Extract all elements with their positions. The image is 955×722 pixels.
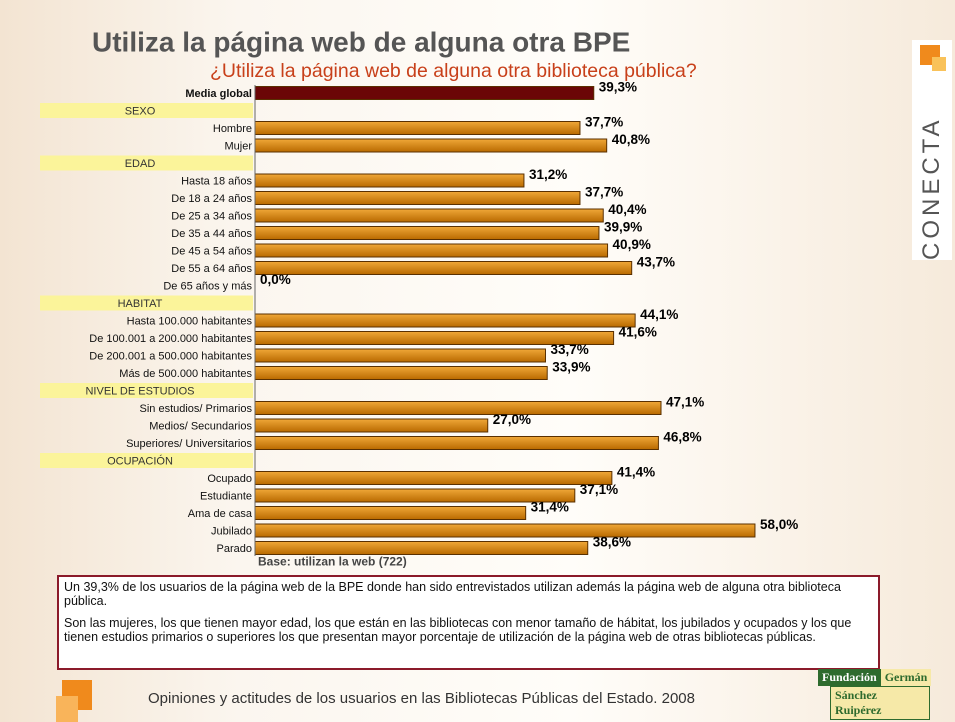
value-label: 37,1% <box>580 482 618 497</box>
logo-text: Germán <box>880 669 932 686</box>
chart-note: Base: utilizan la web (722) <box>258 555 407 569</box>
bar <box>254 191 581 205</box>
category-label: De 55 a 64 años <box>171 263 252 275</box>
category-label: De 200.001 a 500.000 habitantes <box>89 350 252 362</box>
category-label: Hasta 100.000 habitantes <box>127 315 253 327</box>
bar <box>254 366 548 380</box>
value-label: 58,0% <box>760 517 798 532</box>
section-band <box>40 103 253 118</box>
value-label: 39,3% <box>599 80 637 95</box>
section-label: SEXO <box>125 105 156 117</box>
bar <box>254 506 527 520</box>
decor <box>932 57 946 71</box>
section-label: EDAD <box>125 158 156 170</box>
logo-row: Fundación Germán <box>818 669 932 686</box>
value-label: 47,1% <box>666 395 704 410</box>
value-label: 41,4% <box>617 465 655 480</box>
brand: CONECTA <box>918 116 945 260</box>
category-label: De 45 a 54 años <box>171 245 252 257</box>
value-label: 43,7% <box>637 255 675 270</box>
bar <box>254 418 489 433</box>
category-label: Hombre <box>213 123 252 135</box>
bar <box>254 86 595 100</box>
chart-title: Utiliza la página web de alguna otra BPE <box>92 26 630 57</box>
category-label: Media global <box>185 88 252 100</box>
category-label: De 100.001 a 200.000 habitantes <box>89 333 252 345</box>
value-label: 40,4% <box>608 202 646 217</box>
value-label: 39,9% <box>604 220 642 235</box>
section-label: OCUPACIÓN <box>107 454 173 467</box>
bar <box>254 243 609 258</box>
value-label: 40,8% <box>612 132 650 147</box>
value-label: 38,6% <box>593 535 631 550</box>
value-label: 0,0% <box>260 272 291 287</box>
value-label: 46,8% <box>663 430 701 445</box>
bar <box>254 523 756 538</box>
bar <box>254 471 613 485</box>
value-label: 37,7% <box>585 185 623 200</box>
value-label: 27,0% <box>493 412 531 427</box>
category-label: Ocupado <box>207 473 252 485</box>
bar <box>254 138 608 153</box>
footer: Opiniones y actitudes de los usuarios en… <box>148 690 695 707</box>
bar <box>254 401 662 415</box>
text-box: Un 39,3% de los usuarios de la página we… <box>57 575 880 670</box>
category-label: Sin estudios/ Primarios <box>140 403 253 415</box>
value-label: 31,2% <box>529 167 567 182</box>
section-label: NIVEL DE ESTUDIOS <box>85 385 194 397</box>
bar <box>254 488 576 503</box>
bar <box>254 208 604 223</box>
logo-text: Fundación <box>818 669 881 686</box>
category-label: Estudiante <box>200 490 252 502</box>
category-label: De 18 a 24 años <box>171 193 252 205</box>
section-band <box>40 383 253 398</box>
bar <box>254 261 633 275</box>
brand-panel <box>912 40 952 260</box>
decor <box>56 696 78 722</box>
category-label: De 35 a 44 años <box>171 228 252 240</box>
value-label: 31,4% <box>531 500 569 515</box>
value-label: 40,9% <box>613 237 651 252</box>
category-label: De 25 a 34 años <box>171 210 252 222</box>
chart-subtitle: ¿Utiliza la página web de alguna otra bi… <box>210 60 697 82</box>
bar <box>254 313 636 328</box>
category-label: Jubilado <box>211 525 252 537</box>
bar <box>254 348 546 363</box>
logo-text: Sánchez Ruipérez <box>830 686 930 720</box>
section-label: HABITAT <box>118 298 163 310</box>
category-label: Ama de casa <box>188 508 253 520</box>
section-band <box>40 155 253 171</box>
bar <box>254 173 525 188</box>
value-label: 41,6% <box>619 325 657 340</box>
category-label: Más de 500.000 habitantes <box>119 368 252 380</box>
category-label: De 65 años y más <box>163 280 252 292</box>
logo-row: Sánchez Ruipérez <box>818 686 930 720</box>
category-label: Mujer <box>224 140 252 152</box>
value-label: 37,7% <box>585 115 623 130</box>
section-band <box>40 453 253 468</box>
bar <box>254 436 659 450</box>
category-label: Hasta 18 años <box>181 175 252 187</box>
paragraph: Son las mujeres, los que tienen mayor ed… <box>64 616 852 644</box>
bar <box>254 541 589 555</box>
logo: Fundación Germán Sánchez Ruipérez <box>818 669 932 720</box>
category-label: Superiores/ Universitarios <box>126 438 252 450</box>
value-label: 33,9% <box>552 360 590 375</box>
paragraph: Un 39,3% de los usuarios de la página we… <box>64 580 841 608</box>
value-label: 44,1% <box>640 307 678 322</box>
category-label: Parado <box>217 543 252 555</box>
bar <box>254 226 600 240</box>
section-band <box>40 295 253 311</box>
category-label: Medios/ Secundarios <box>149 420 252 432</box>
value-label: 33,7% <box>550 342 588 357</box>
bar <box>254 121 581 135</box>
